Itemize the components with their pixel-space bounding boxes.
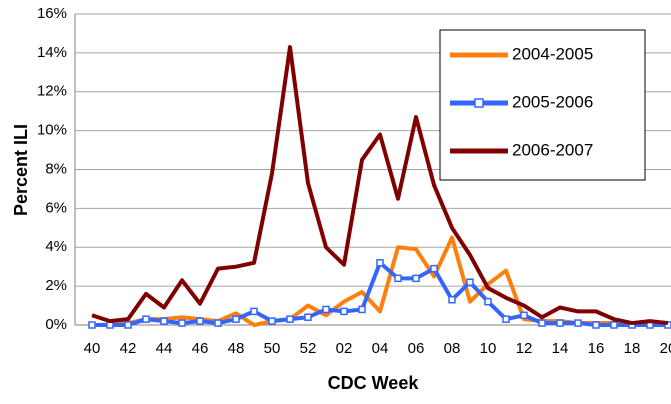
y-axis-title: Percent ILI — [11, 124, 31, 216]
x-tick-label: 02 — [336, 340, 353, 357]
x-tick-label: 50 — [264, 340, 281, 357]
marker — [250, 307, 258, 316]
y-tick-label: 2% — [45, 277, 67, 294]
marker — [358, 305, 366, 314]
marker — [484, 297, 492, 306]
x-tick-label: 42 — [120, 340, 137, 357]
marker — [232, 315, 240, 323]
x-axis-title: CDC Week — [328, 373, 420, 393]
x-tick-label: 40 — [84, 340, 101, 357]
y-tick-label: 14% — [37, 44, 67, 61]
x-tick-label: 10 — [480, 340, 497, 357]
marker — [214, 319, 222, 327]
marker — [124, 321, 132, 329]
x-tick-label: 18 — [624, 340, 641, 357]
marker — [412, 274, 420, 283]
x-tick-label: 20 — [660, 340, 671, 357]
marker — [376, 259, 384, 267]
marker — [592, 321, 600, 329]
y-tick-label: 6% — [45, 199, 67, 216]
marker — [538, 319, 546, 327]
marker — [160, 317, 168, 325]
x-tick-label: 46 — [192, 340, 209, 357]
marker — [340, 307, 348, 316]
legend-label: 2005-2006 — [512, 92, 593, 111]
marker — [502, 315, 510, 323]
x-tick-label: 44 — [156, 340, 173, 357]
x-tick-label: 48 — [228, 340, 245, 357]
marker — [196, 317, 204, 325]
marker — [430, 264, 438, 273]
marker — [322, 305, 330, 314]
y-tick-label: 16% — [37, 5, 67, 22]
y-tick-label: 10% — [37, 122, 67, 139]
y-tick-label: 4% — [45, 238, 67, 255]
marker — [304, 313, 312, 321]
x-tick-label: 08 — [444, 340, 461, 357]
legend-marker — [474, 98, 484, 108]
marker — [394, 274, 402, 283]
marker — [286, 315, 294, 323]
x-tick-label: 04 — [372, 340, 389, 357]
marker — [610, 321, 618, 329]
marker — [178, 319, 186, 327]
marker — [142, 315, 150, 323]
marker — [268, 317, 276, 325]
marker — [556, 319, 564, 327]
legend-label: 2006-2007 — [512, 140, 593, 159]
x-tick-label: 14 — [552, 340, 569, 357]
y-tick-label: 0% — [45, 316, 67, 333]
marker — [520, 311, 528, 320]
x-tick-label: 06 — [408, 340, 425, 357]
marker — [466, 278, 474, 286]
x-tick-label: 12 — [516, 340, 533, 357]
x-tick-label: 16 — [588, 340, 605, 357]
marker — [574, 319, 582, 327]
marker — [88, 321, 96, 329]
y-tick-label: 8% — [45, 160, 67, 177]
legend-label: 2004-2005 — [512, 44, 593, 63]
marker — [448, 295, 456, 304]
y-tick-label: 12% — [37, 83, 67, 100]
x-tick-label: 52 — [300, 340, 317, 357]
series-line — [91, 45, 669, 326]
